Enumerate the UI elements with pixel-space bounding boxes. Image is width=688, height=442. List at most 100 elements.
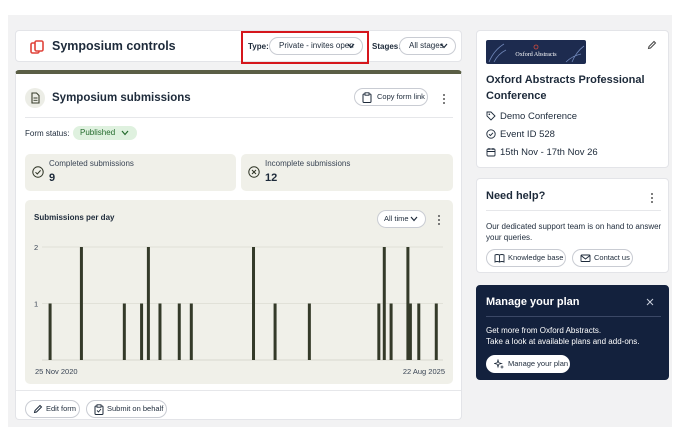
symposium-controls-bar: Symposium controls Type: Private - invit…	[15, 30, 462, 62]
help-card: Need help? Our dedicated support team is…	[476, 178, 669, 273]
manage-plan-button[interactable]: Manage your plan	[486, 355, 570, 373]
time-range-select[interactable]: All time	[377, 210, 426, 228]
sparkle-icon	[494, 359, 504, 369]
more-options-icon[interactable]	[651, 193, 654, 205]
type-select[interactable]: Private - invites open	[269, 37, 363, 55]
chart-bar[interactable]	[389, 303, 393, 361]
completed-submissions-label: Completed submissions	[49, 159, 134, 168]
page-title: Symposium controls	[52, 39, 176, 53]
chart-bar[interactable]	[382, 247, 386, 360]
tag-icon	[486, 111, 496, 121]
chart-bar[interactable]	[307, 303, 311, 361]
knowledge-base-label: Knowledge base	[508, 253, 564, 262]
check-circle-icon	[486, 129, 496, 139]
chart-bar[interactable]	[377, 303, 381, 361]
help-title: Need help?	[486, 190, 546, 202]
symposium-logo-icon	[30, 40, 44, 54]
submissions-bar-chart: 1 2 25 Nov 2020 22 Aug 2025	[34, 243, 445, 376]
divider	[486, 316, 661, 317]
manage-plan-label: Manage your plan	[508, 359, 569, 368]
chart-bar[interactable]	[48, 303, 52, 361]
type-select-value: Private - invites open	[279, 41, 354, 50]
chart-bar[interactable]	[252, 247, 256, 360]
clipboard-icon	[94, 404, 104, 415]
edit-icon[interactable]	[647, 40, 657, 50]
chart-bar[interactable]	[158, 303, 162, 361]
submissions-chart-panel: Submissions per day All time 1 2 25 Nov 20…	[25, 200, 453, 384]
chart-bar[interactable]	[189, 303, 193, 361]
divider	[25, 117, 453, 118]
form-status-dropdown[interactable]: Published	[73, 126, 138, 140]
form-status-label: Form status:	[25, 129, 70, 138]
plan-line-2: Take a look at available plans and add-o…	[486, 337, 640, 346]
event-logo: Oxford Abstracts	[486, 40, 586, 64]
chevron-down-icon	[440, 43, 448, 49]
incomplete-submissions-count: 12	[265, 172, 278, 184]
event-name: Oxford Abstracts Professional Conference	[486, 74, 645, 102]
symposium-submissions-card: Symposium submissions Copy form link For…	[15, 70, 462, 420]
chart-bar[interactable]	[177, 303, 181, 361]
chart-bar[interactable]	[146, 247, 150, 360]
completed-submissions-tile: Completed submissions 9	[25, 154, 236, 191]
chart-bar[interactable]	[417, 303, 421, 361]
chart-bar[interactable]	[406, 247, 410, 360]
x-circle-icon	[248, 166, 260, 178]
y-tick-label: 2	[34, 243, 38, 252]
form-status-value: Published	[80, 128, 116, 137]
chevron-down-icon	[347, 43, 355, 49]
chart-bar[interactable]	[140, 303, 144, 361]
more-options-icon[interactable]	[443, 94, 446, 106]
chevron-down-icon	[410, 216, 418, 222]
submissions-title: Symposium submissions	[52, 92, 191, 104]
event-dates: 15th Nov - 17th Nov 26	[500, 147, 598, 158]
type-label: Type:	[248, 42, 269, 51]
chart-bar[interactable]	[408, 303, 412, 361]
pencil-icon	[33, 404, 43, 414]
stages-select-value: All stages	[409, 41, 444, 50]
completed-submissions-count: 9	[49, 172, 56, 184]
divider	[486, 210, 661, 211]
edit-form-button[interactable]: Edit form	[25, 400, 80, 418]
chart-bar[interactable]	[273, 303, 277, 361]
submit-on-behalf-label: Submit on behalf	[107, 404, 164, 413]
submit-on-behalf-button[interactable]: Submit on behalf	[86, 400, 167, 418]
contact-us-button[interactable]: Contact us	[572, 249, 633, 267]
plan-title: Manage your plan	[486, 296, 580, 308]
event-id: Event ID 528	[500, 129, 555, 140]
chevron-down-icon	[121, 130, 129, 136]
chart-options-icon[interactable]	[438, 215, 441, 227]
help-text: Our dedicated support team is on hand to…	[486, 222, 662, 242]
incomplete-submissions-tile: Incomplete submissions 12	[241, 154, 453, 191]
divider	[16, 390, 461, 391]
close-icon[interactable]	[646, 298, 654, 306]
knowledge-base-button[interactable]: Knowledge base	[486, 249, 566, 267]
time-range-value: All time	[384, 214, 409, 223]
event-tag: Demo Conference	[500, 111, 578, 122]
mail-icon	[580, 254, 591, 262]
event-logo-text: Oxford Abstracts	[515, 52, 557, 58]
chart-bar[interactable]	[434, 303, 438, 361]
event-card: Oxford Abstracts Oxford Abstracts Profes…	[476, 30, 669, 168]
calendar-icon	[486, 148, 496, 157]
x-end-label: 22 Aug 2025	[403, 367, 445, 376]
y-tick-label: 1	[34, 300, 38, 309]
copy-form-link-label: Copy form link	[377, 92, 425, 101]
x-start-label: 25 Nov 2020	[35, 367, 78, 376]
chart-bar[interactable]	[122, 303, 126, 361]
leaf-decoration-icon	[488, 43, 585, 63]
contact-us-label: Contact us	[594, 253, 630, 262]
document-icon	[25, 88, 45, 108]
copy-form-link-button[interactable]: Copy form link	[354, 88, 428, 106]
chart-title: Submissions per day	[34, 213, 115, 222]
incomplete-submissions-label: Incomplete submissions	[265, 159, 351, 168]
edit-form-label: Edit form	[46, 404, 77, 413]
plan-line-1: Get more from Oxford Abstracts.	[486, 326, 602, 335]
check-circle-icon	[32, 166, 44, 178]
manage-plan-card: Manage your plan Get more from Oxford Ab…	[476, 285, 669, 380]
chart-bar[interactable]	[79, 247, 83, 360]
clipboard-icon	[362, 92, 372, 103]
book-icon	[494, 254, 505, 263]
stages-select[interactable]: All stages	[399, 37, 456, 55]
highlight-box	[241, 31, 369, 64]
stages-label: Stages:	[372, 42, 401, 51]
